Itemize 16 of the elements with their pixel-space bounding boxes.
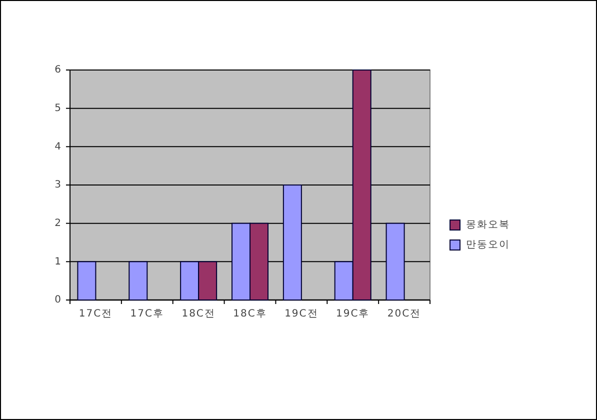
x-tick-label: 17C전 — [78, 308, 113, 320]
legend-label: 만동오이 — [466, 240, 510, 251]
y-tick-label: 1 — [54, 256, 62, 268]
x-tick-label: 20C전 — [387, 308, 422, 320]
y-tick-label: 5 — [54, 103, 62, 114]
y-tick-label: 2 — [54, 218, 62, 230]
x-tick-label: 17C후 — [130, 308, 164, 320]
x-tick-label: 18C후 — [233, 308, 267, 320]
y-tick-label: 3 — [54, 180, 62, 191]
x-tick-label: 19C후 — [336, 308, 370, 320]
x-tick-label: 19C전 — [284, 308, 318, 320]
y-tick-label: 6 — [54, 64, 62, 76]
legend-label: 몽화오복 — [466, 220, 510, 231]
x-tick-label: 18C전 — [182, 308, 216, 320]
y-tick-label: 4 — [54, 141, 62, 152]
y-tick-label: 0 — [54, 294, 62, 306]
